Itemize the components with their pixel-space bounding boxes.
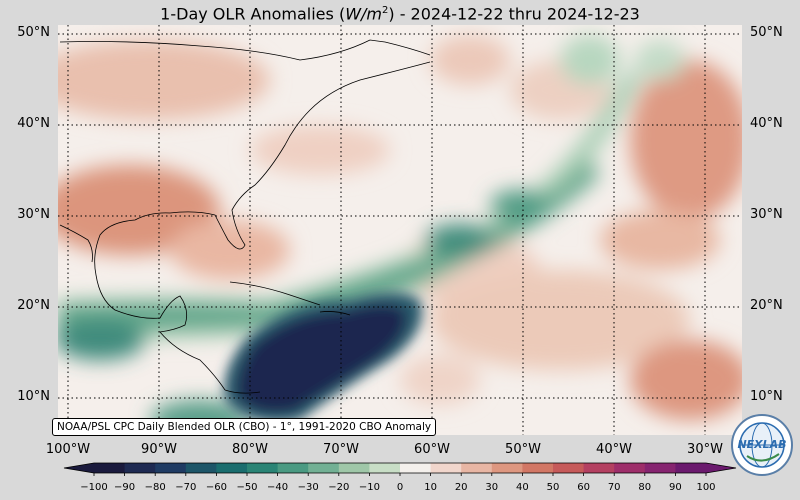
colorbar-swatch — [308, 463, 340, 473]
title-unit: W/m — [345, 4, 382, 24]
colorbar-min-extension — [64, 463, 94, 473]
lat-label-right: 50°N — [750, 25, 783, 40]
colorbar-tick-label: −40 — [267, 482, 289, 493]
globe-icon — [739, 422, 785, 468]
colorbar-tick-label: 30 — [485, 482, 499, 493]
coastlines — [59, 39, 431, 394]
colorbar-swatch — [675, 463, 707, 473]
title-prefix: 1-Day OLR Anomalies ( — [160, 4, 346, 24]
colorbar-swatch — [553, 463, 585, 473]
lon-label: 70°W — [323, 442, 359, 457]
colorbar-tick-label: 60 — [577, 482, 590, 493]
colorbar-tick-label: −20 — [328, 482, 350, 493]
nexlab-logo: NEXLAB — [731, 414, 793, 476]
lat-label-right: 30°N — [750, 207, 783, 222]
colorbar-swatch — [185, 463, 217, 473]
lon-label: 30°W — [687, 442, 723, 457]
lon-label: 50°W — [505, 442, 541, 457]
colorbar-swatch — [491, 463, 523, 473]
colorbar-tick-label: −100 — [80, 482, 108, 493]
graticule — [58, 25, 742, 435]
colorbar-swatch — [583, 463, 615, 473]
lat-label-left: 40°N — [17, 116, 50, 131]
colorbar-tick-label: −80 — [144, 482, 166, 493]
lon-label: 100°W — [45, 442, 91, 457]
lat-label-left: 10°N — [17, 389, 50, 404]
colorbar-swatch — [644, 463, 676, 473]
colorbar-tick-label: 50 — [546, 482, 560, 493]
colorbar-swatch — [124, 463, 156, 473]
anomaly-field — [58, 25, 742, 435]
data-source-credit: NOAA/PSL CPC Daily Blended OLR (CBO) - 1… — [52, 418, 437, 436]
lon-label: 80°W — [232, 442, 268, 457]
colorbar-tick-label: −60 — [205, 482, 227, 493]
colorbar-tick-label: 20 — [454, 482, 468, 493]
map-title: 1-Day OLR Anomalies (W/m2) - 2024-12-22 … — [0, 0, 800, 24]
title-suffix: ) - 2024-12-22 thru 2024-12-23 — [388, 4, 640, 24]
colorbar — [63, 462, 737, 476]
lat-label-left: 50°N — [17, 25, 50, 40]
title-unit-exponent: 2 — [381, 5, 389, 16]
lon-label: 60°W — [414, 442, 450, 457]
colorbar-tick-label: 10 — [424, 482, 437, 493]
colorbar-tick-label: −10 — [358, 482, 380, 493]
colorbar-tick-label: −70 — [175, 482, 197, 493]
colorbar-tick-label: 70 — [607, 482, 621, 493]
colorbar-swatch — [277, 463, 309, 473]
colorbar-swatch — [522, 463, 554, 473]
colorbar-swatch — [461, 463, 493, 473]
logo-text: NEXLAB — [737, 438, 787, 451]
colorbar-tick-label: 40 — [516, 482, 529, 493]
colorbar-tick-label: 90 — [669, 482, 682, 493]
colorbar-swatch — [216, 463, 248, 473]
lat-label-right: 20°N — [750, 298, 783, 313]
colorbar-swatch — [614, 463, 646, 473]
colorbar-swatch — [400, 463, 432, 473]
lat-label-left: 30°N — [17, 207, 50, 222]
colorbar-swatch — [430, 463, 462, 473]
colorbar-max-extension — [706, 463, 736, 473]
colorbar-tick-label: 80 — [638, 482, 652, 493]
colorbar-swatch — [369, 463, 401, 473]
colorbar-tick-label: 0 — [396, 482, 404, 493]
lon-label: 40°W — [596, 442, 632, 457]
colorbar-tick-label: −50 — [236, 482, 258, 493]
lat-label-left: 20°N — [17, 298, 50, 313]
colorbar-swatch — [247, 463, 279, 473]
lat-label-right: 10°N — [750, 389, 783, 404]
lon-label: 90°W — [141, 442, 177, 457]
colorbar-swatch — [94, 463, 126, 473]
colorbar-tick-label: 100 — [696, 482, 716, 493]
colorbar-tick-label: −30 — [297, 482, 319, 493]
colorbar-tick-label: −90 — [114, 482, 136, 493]
lat-label-right: 40°N — [750, 116, 783, 131]
colorbar-swatch — [338, 463, 370, 473]
colorbar-swatch — [155, 463, 187, 473]
